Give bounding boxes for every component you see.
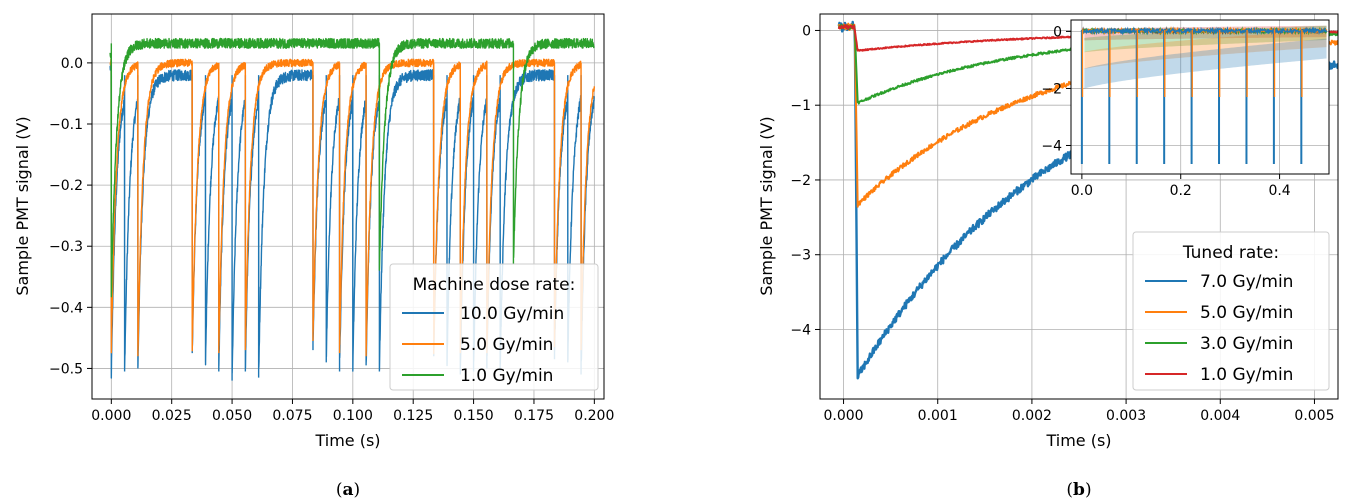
b-ytick-label: −3 [790,248,811,264]
b-ytick-label: −4 [790,322,811,338]
ticks-b: 0.000 0.001 0.002 0.003 0.004 0.005 0 −1 −2 −3 −4 [790,23,1334,424]
a-ytick-label: −0.2 [49,178,83,194]
axes-frame-b [819,13,1339,400]
a-xtick-label: 0.025 [152,408,192,424]
b-xtick-label: 0.005 [1294,408,1334,424]
inset-xtick-label: 0.2 [1170,183,1192,199]
inset-ytick-label: −4 [1041,138,1062,154]
y-axis-label-b: Sample PMT signal (V) [757,116,776,295]
a-ytick-label: 0.0 [61,56,83,72]
x-axis-label-b: Time (s) [1045,431,1111,450]
legend-box-a [389,263,599,391]
a-ytick-label: −0.3 [49,239,83,255]
legend-label-b-1: 1.0 Gy/min [1200,365,1293,385]
legend-b: Tuned rate: 7.0 Gy/min 5.0 Gy/min 3.0 Gy… [1132,231,1330,391]
axes-frame-a [91,13,605,400]
inset-series [1080,25,1328,165]
a-xtick-label: 0.125 [393,408,433,424]
caption-a-open: ( [336,480,343,500]
legend-a: Machine dose rate: 10.0 Gy/min 5.0 Gy/mi… [389,263,599,391]
inset-plot-area [1071,20,1329,174]
y-axis-label-a: Sample PMT signal (V) [13,116,32,295]
a-ytick-label: −0.1 [49,117,83,133]
caption-b-open: ( [1066,480,1073,500]
legend-title-a: Machine dose rate: [413,275,576,295]
a-xtick-label: 0.200 [574,408,614,424]
chart-panel-b: 0.000 0.001 0.002 0.003 0.004 0.0050−1−2−3−4 … [757,13,1339,500]
a-ytick-label: −0.4 [49,300,83,316]
b-xtick-label: 0.003 [1106,408,1146,424]
series-line-a-2 [109,37,595,298]
a-ytick-label: −0.5 [49,361,83,377]
caption-a-letter: a [342,480,353,500]
chart-panel-a: 0.000 0.025 0.050 0.075 0.100 0.125 0.150 0.175… [13,13,614,500]
legend-label-b-3: 3.0 Gy/min [1200,334,1293,354]
caption-a: (a) [336,480,360,500]
inset-xtick-label: 0.4 [1268,183,1290,199]
caption-b-close: ) [1085,480,1092,500]
inset-band-1 [1084,29,1327,69]
a-xtick-label: 0.150 [454,408,494,424]
b-xtick-label: 0.004 [1200,408,1240,424]
a-xtick-label: 0.000 [91,408,131,424]
inset-baseline-0 [1081,26,1328,36]
b-xtick-label: 0.002 [1012,408,1052,424]
caption-b: (b) [1066,480,1091,500]
legend-label-a-1: 1.0 Gy/min [460,366,553,386]
legend-box-b [1132,231,1330,391]
inset-xtick-label: 0.0 [1071,183,1093,199]
inset-band-0 [1084,38,1327,89]
legend-label-b-7: 7.0 Gy/min [1200,272,1293,292]
legend-label-a-10: 10.0 Gy/min [460,304,564,324]
b-xtick-label: 0.000 [823,408,863,424]
b-ytick-label: −2 [790,173,811,189]
a-xtick-label: 0.075 [272,408,312,424]
legend-title-b: Tuned rate: [1182,243,1279,263]
a-xtick-label: 0.050 [212,408,252,424]
legend-label-b-5: 5.0 Gy/min [1200,303,1293,323]
x-axis-label-a: Time (s) [314,431,380,450]
a-xtick-label: 0.100 [333,408,373,424]
series-a [109,37,596,381]
inset-chart-b: 0.0 0.2 0.4 0 −2 −4 [1041,19,1330,199]
inset-ticks: 0.0 0.2 0.4 0 −2 −4 [1041,24,1290,199]
b-ytick-label: 0 [802,23,811,39]
inset-frame [1070,19,1330,175]
a-xtick-label: 0.175 [514,408,554,424]
caption-a-close: ) [354,480,361,500]
legend-label-a-5: 5.0 Gy/min [460,335,553,355]
inset-ytick-label: 0 [1053,24,1062,40]
b-ytick-label: −1 [790,98,811,114]
inset-ytick-label: −2 [1041,81,1062,97]
caption-b-letter: b [1073,480,1085,500]
b-xtick-label: 0.001 [918,408,958,424]
ticks-a: 0.000 0.025 0.050 0.075 0.100 0.125 0.150 0.175… [49,56,614,424]
